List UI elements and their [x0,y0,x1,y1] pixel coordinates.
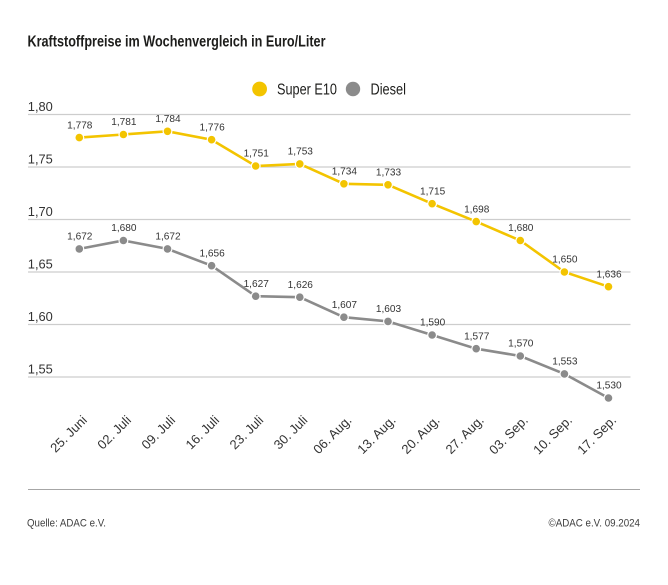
svg-text:1,680: 1,680 [111,223,137,234]
svg-text:1,715: 1,715 [420,186,446,197]
svg-text:Diesel: Diesel [371,81,407,98]
svg-text:1,577: 1,577 [464,331,490,342]
svg-text:1,680: 1,680 [508,223,534,234]
svg-text:1,751: 1,751 [244,149,270,160]
svg-text:1,734: 1,734 [332,167,358,178]
svg-text:1,530: 1,530 [596,381,622,392]
svg-text:1,80: 1,80 [28,99,53,114]
svg-text:1,650: 1,650 [552,255,578,266]
svg-text:1,590: 1,590 [420,318,446,329]
svg-text:1,781: 1,781 [111,117,137,128]
svg-text:1,570: 1,570 [508,339,534,350]
svg-text:1,672: 1,672 [67,232,93,243]
svg-text:1,778: 1,778 [67,120,93,131]
svg-text:1,672: 1,672 [155,232,181,243]
svg-text:1,753: 1,753 [288,147,314,158]
svg-text:1,784: 1,784 [155,114,181,125]
svg-text:1,636: 1,636 [596,269,622,280]
svg-text:Quelle: ADAC e.V.: Quelle: ADAC e.V. [27,518,106,530]
svg-text:Kraftstoffpreise im Wochenverg: Kraftstoffpreise im Wochenvergleich in E… [28,34,326,51]
svg-text:1,626: 1,626 [288,280,314,291]
svg-text:1,70: 1,70 [28,204,53,219]
svg-text:1,656: 1,656 [199,248,225,259]
svg-text:1,733: 1,733 [376,168,402,179]
svg-text:1,60: 1,60 [28,309,53,324]
svg-text:©ADAC e.V. 09.2024: ©ADAC e.V. 09.2024 [549,518,641,530]
svg-text:1,603: 1,603 [376,304,402,315]
svg-text:1,698: 1,698 [464,204,490,215]
svg-text:1,553: 1,553 [552,357,578,368]
svg-text:1,55: 1,55 [28,362,53,377]
svg-text:1,75: 1,75 [28,152,53,167]
svg-text:1,776: 1,776 [199,122,225,133]
svg-text:1,627: 1,627 [244,279,270,290]
svg-text:1,607: 1,607 [332,300,358,311]
svg-text:Super E10: Super E10 [277,81,337,98]
svg-text:1,65: 1,65 [28,257,53,272]
